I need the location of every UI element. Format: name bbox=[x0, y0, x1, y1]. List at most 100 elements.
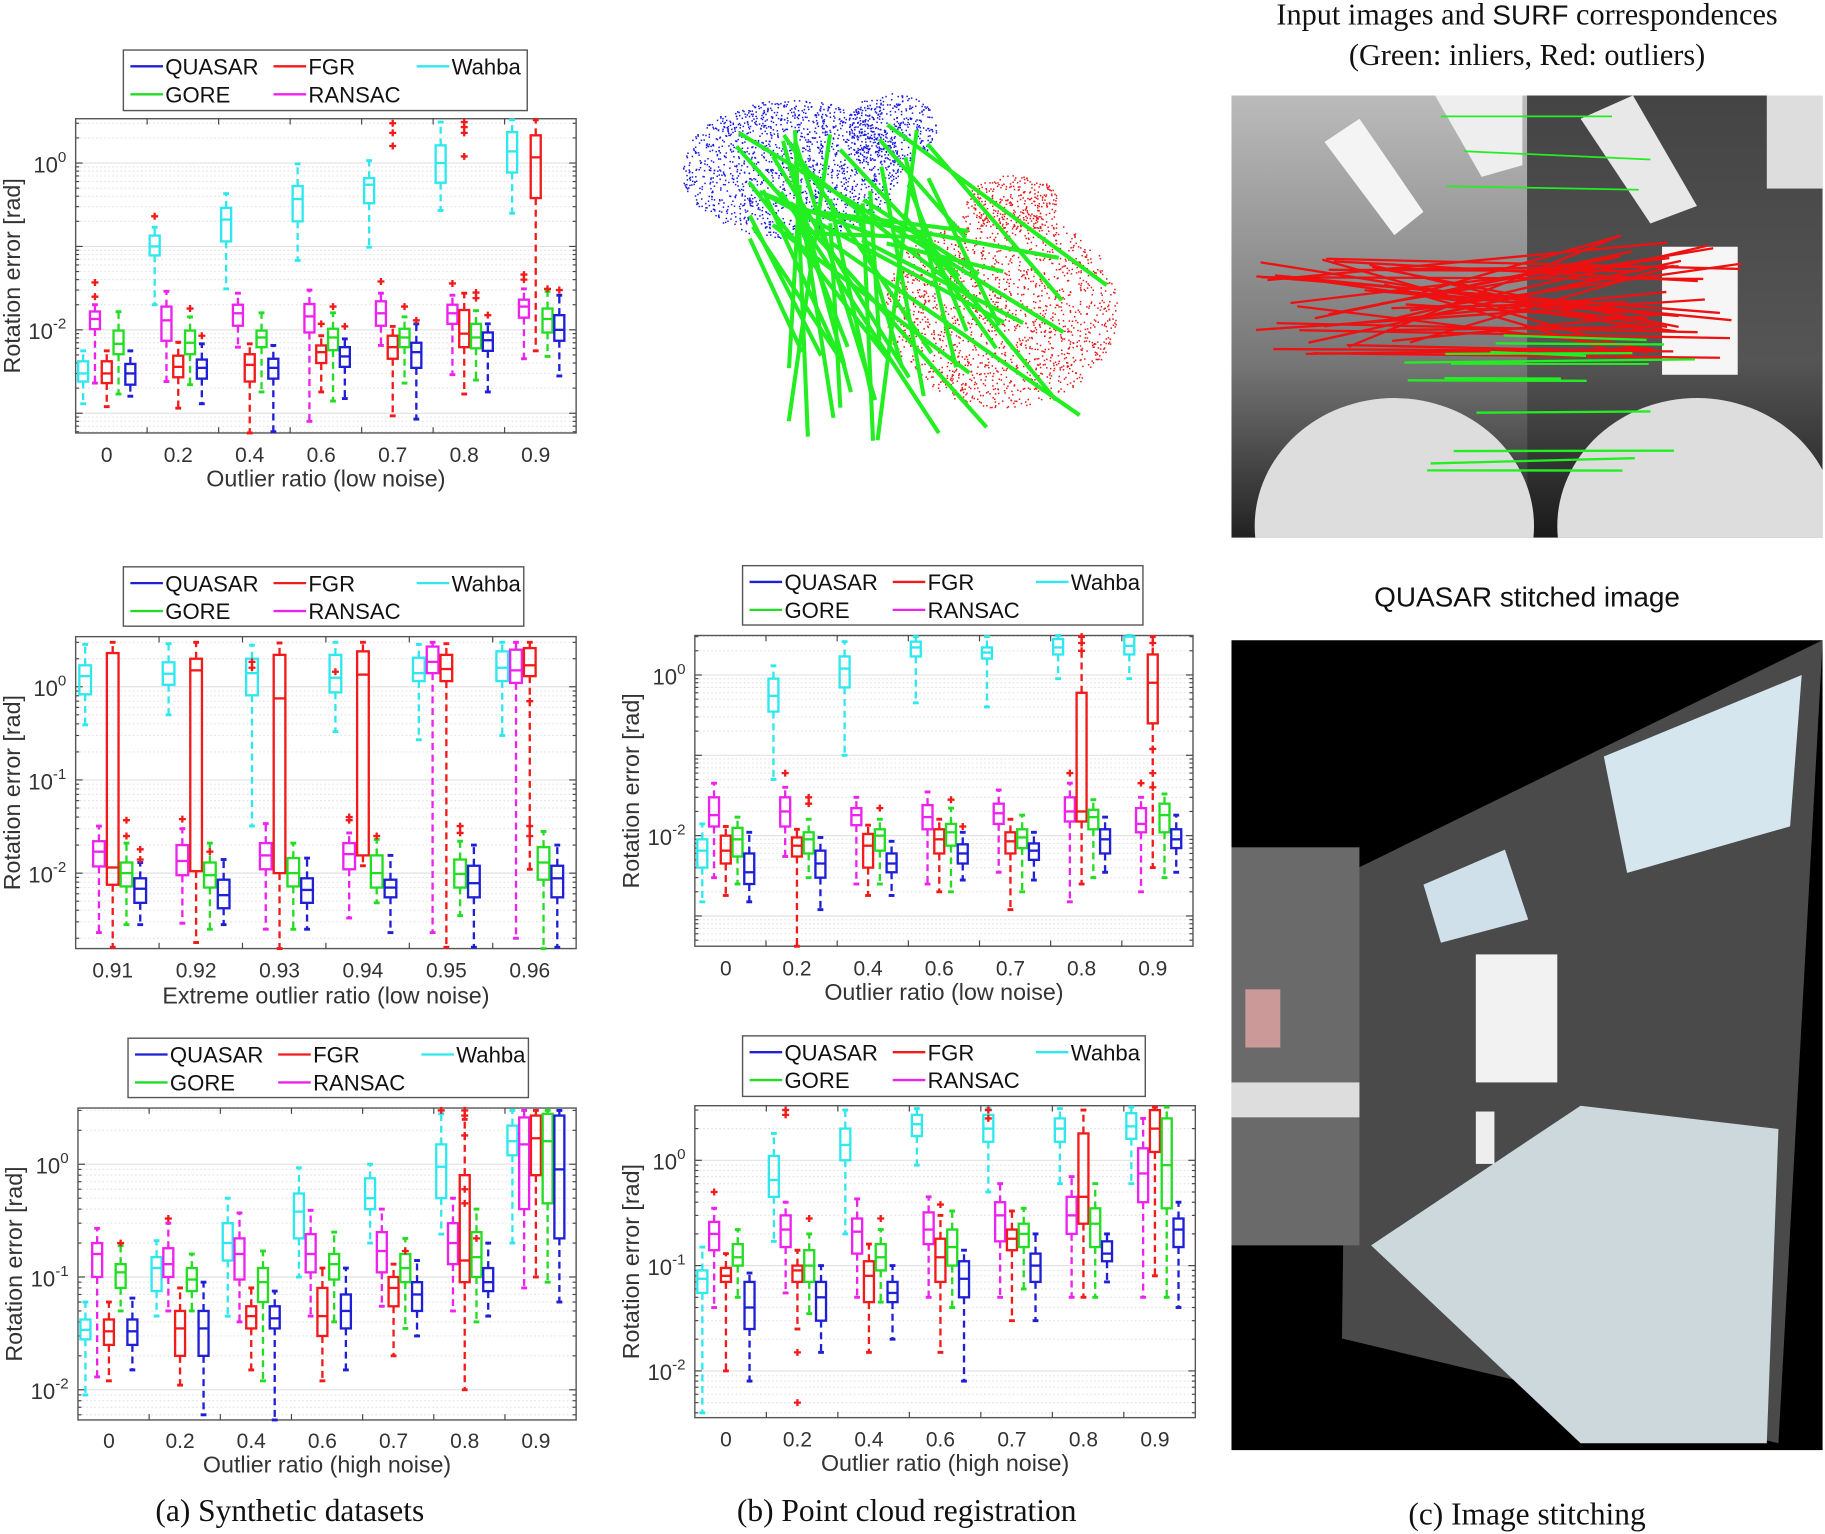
point bbox=[1041, 290, 1043, 292]
x-tick-label: 0.9 bbox=[1138, 957, 1167, 980]
point bbox=[1044, 287, 1046, 290]
point bbox=[839, 108, 841, 111]
point bbox=[914, 105, 917, 108]
point bbox=[768, 213, 771, 216]
point bbox=[718, 174, 720, 176]
point bbox=[708, 195, 710, 198]
point bbox=[812, 120, 814, 123]
point bbox=[844, 188, 846, 190]
point bbox=[1077, 309, 1080, 311]
point bbox=[1009, 382, 1011, 384]
point bbox=[751, 120, 753, 122]
point bbox=[772, 116, 774, 119]
point bbox=[729, 121, 732, 124]
point bbox=[878, 183, 881, 185]
point bbox=[866, 156, 868, 159]
box-ransac bbox=[375, 1207, 388, 1308]
point bbox=[851, 187, 854, 190]
point bbox=[900, 113, 903, 116]
point bbox=[833, 126, 836, 129]
outlier-marker bbox=[984, 1114, 992, 1122]
point bbox=[837, 137, 839, 140]
point bbox=[777, 133, 779, 135]
box-iqr bbox=[1100, 1240, 1114, 1263]
point bbox=[928, 130, 931, 132]
box-wahba bbox=[292, 1166, 306, 1279]
point bbox=[921, 318, 924, 321]
box-iqr bbox=[861, 832, 875, 869]
point bbox=[1024, 234, 1026, 237]
point bbox=[962, 294, 964, 297]
point bbox=[755, 115, 757, 118]
point bbox=[853, 126, 856, 129]
point bbox=[832, 137, 835, 139]
point bbox=[712, 161, 715, 163]
point bbox=[874, 173, 876, 175]
point bbox=[878, 133, 881, 135]
point bbox=[1040, 218, 1043, 220]
point bbox=[887, 158, 889, 160]
point bbox=[867, 127, 869, 129]
box-iqr bbox=[469, 322, 483, 350]
point bbox=[739, 213, 742, 215]
point bbox=[708, 124, 711, 127]
legend-label-quasar: QUASAR bbox=[784, 1040, 877, 1065]
point bbox=[950, 355, 953, 358]
box-iqr bbox=[767, 1154, 781, 1198]
point bbox=[886, 294, 889, 296]
source-point-cloud bbox=[682, 100, 904, 239]
point bbox=[1003, 345, 1006, 348]
point bbox=[887, 303, 889, 305]
point bbox=[876, 138, 878, 141]
point bbox=[843, 164, 845, 166]
point bbox=[692, 139, 694, 142]
point bbox=[780, 237, 782, 239]
point bbox=[844, 177, 846, 179]
point bbox=[1094, 351, 1097, 354]
point bbox=[916, 126, 918, 128]
y-tick-exponent: 0 bbox=[677, 661, 685, 678]
point bbox=[980, 373, 982, 375]
point bbox=[711, 149, 714, 152]
point bbox=[794, 126, 796, 129]
point bbox=[688, 164, 691, 167]
point bbox=[967, 364, 969, 367]
point bbox=[1012, 354, 1014, 357]
box-wahba bbox=[161, 642, 176, 717]
point bbox=[863, 196, 866, 198]
point bbox=[863, 147, 865, 149]
box-ransac bbox=[231, 291, 245, 349]
point bbox=[751, 156, 753, 159]
point bbox=[874, 183, 877, 185]
point bbox=[887, 293, 889, 295]
outlier-marker bbox=[793, 1348, 801, 1356]
box-fgr bbox=[861, 823, 875, 897]
point bbox=[867, 152, 869, 154]
point bbox=[1018, 325, 1021, 328]
point bbox=[845, 118, 848, 121]
box-iqr bbox=[91, 1241, 104, 1279]
point bbox=[695, 137, 698, 140]
point bbox=[918, 295, 921, 297]
point bbox=[875, 126, 878, 129]
y-tick-exponent: -2 bbox=[53, 859, 66, 876]
point bbox=[764, 104, 767, 106]
point bbox=[963, 232, 966, 235]
point bbox=[767, 107, 769, 110]
point bbox=[754, 196, 756, 199]
point bbox=[848, 153, 850, 156]
point bbox=[872, 118, 875, 121]
point bbox=[893, 118, 896, 121]
point bbox=[896, 117, 898, 119]
box-quasar bbox=[383, 853, 398, 935]
box-wahba bbox=[411, 642, 426, 742]
point bbox=[962, 388, 964, 391]
box-wahba bbox=[221, 1196, 234, 1318]
point bbox=[729, 195, 732, 198]
point bbox=[1041, 294, 1043, 297]
point bbox=[933, 354, 936, 357]
point bbox=[761, 141, 763, 144]
point bbox=[755, 111, 757, 113]
point bbox=[931, 130, 934, 133]
point bbox=[740, 169, 743, 171]
